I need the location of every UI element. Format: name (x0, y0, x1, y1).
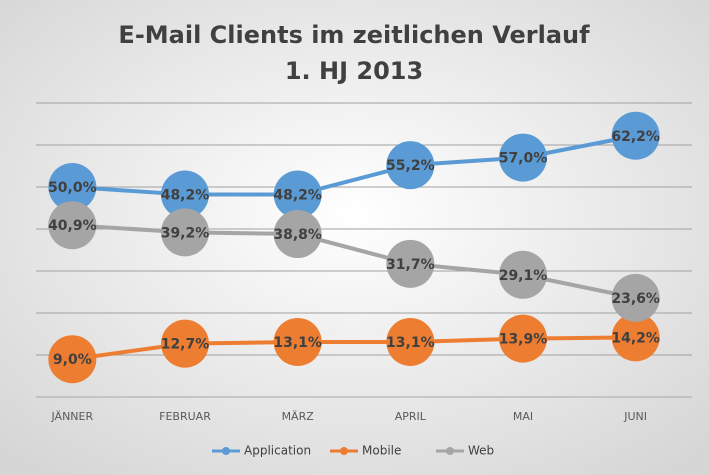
legend-marker (222, 447, 230, 455)
data-label: 9,0% (53, 352, 92, 368)
data-point (161, 319, 209, 368)
data-label: 38,8% (273, 227, 322, 243)
legend-label: Web (468, 444, 494, 458)
chart-title: E-Mail Clients im zeitlichen Verlauf (118, 21, 590, 49)
data-point (273, 210, 322, 259)
data-point (499, 250, 547, 299)
data-label: 57,0% (499, 151, 548, 167)
data-label: 50,0% (48, 180, 97, 196)
data-label: 12,7% (161, 337, 210, 353)
data-point (386, 141, 435, 190)
data-label: 13,9% (499, 332, 548, 348)
data-point (48, 201, 97, 250)
data-label: 48,2% (273, 188, 322, 204)
data-label: 23,6% (611, 291, 660, 307)
data-label: 31,7% (386, 257, 435, 273)
data-point (48, 163, 97, 211)
legend-marker (446, 447, 454, 455)
data-point (48, 335, 97, 384)
data-point (161, 170, 209, 219)
data-label: 39,2% (161, 225, 210, 241)
data-label: 48,2% (161, 188, 210, 204)
data-point (611, 111, 660, 160)
legend-marker (340, 447, 348, 455)
data-point (161, 208, 209, 257)
data-point (499, 133, 547, 182)
data-label: 40,9% (48, 218, 97, 234)
data-label: 62,2% (611, 129, 660, 145)
chart-title: 1. HJ 2013 (285, 57, 423, 85)
data-point (273, 317, 322, 366)
data-label: 13,1% (386, 335, 435, 351)
data-point (499, 314, 547, 363)
x-tick-label: JÄNNER (51, 410, 94, 423)
data-point (386, 317, 435, 366)
x-tick-label: JUNI (623, 410, 647, 423)
data-label: 13,1% (273, 335, 322, 351)
legend-label: Mobile (362, 444, 401, 458)
x-tick-label: APRIL (395, 410, 427, 423)
data-point (273, 170, 322, 219)
x-tick-label: MÄRZ (282, 410, 315, 423)
data-point (611, 313, 660, 362)
x-tick-label: MAI (513, 410, 533, 423)
data-label: 55,2% (386, 158, 435, 174)
data-point (611, 273, 660, 322)
x-tick-label: FEBRUAR (159, 410, 211, 423)
data-point (386, 239, 435, 288)
data-label: 29,1% (499, 268, 548, 284)
legend-label: Application (244, 444, 311, 458)
data-label: 14,2% (611, 330, 660, 346)
